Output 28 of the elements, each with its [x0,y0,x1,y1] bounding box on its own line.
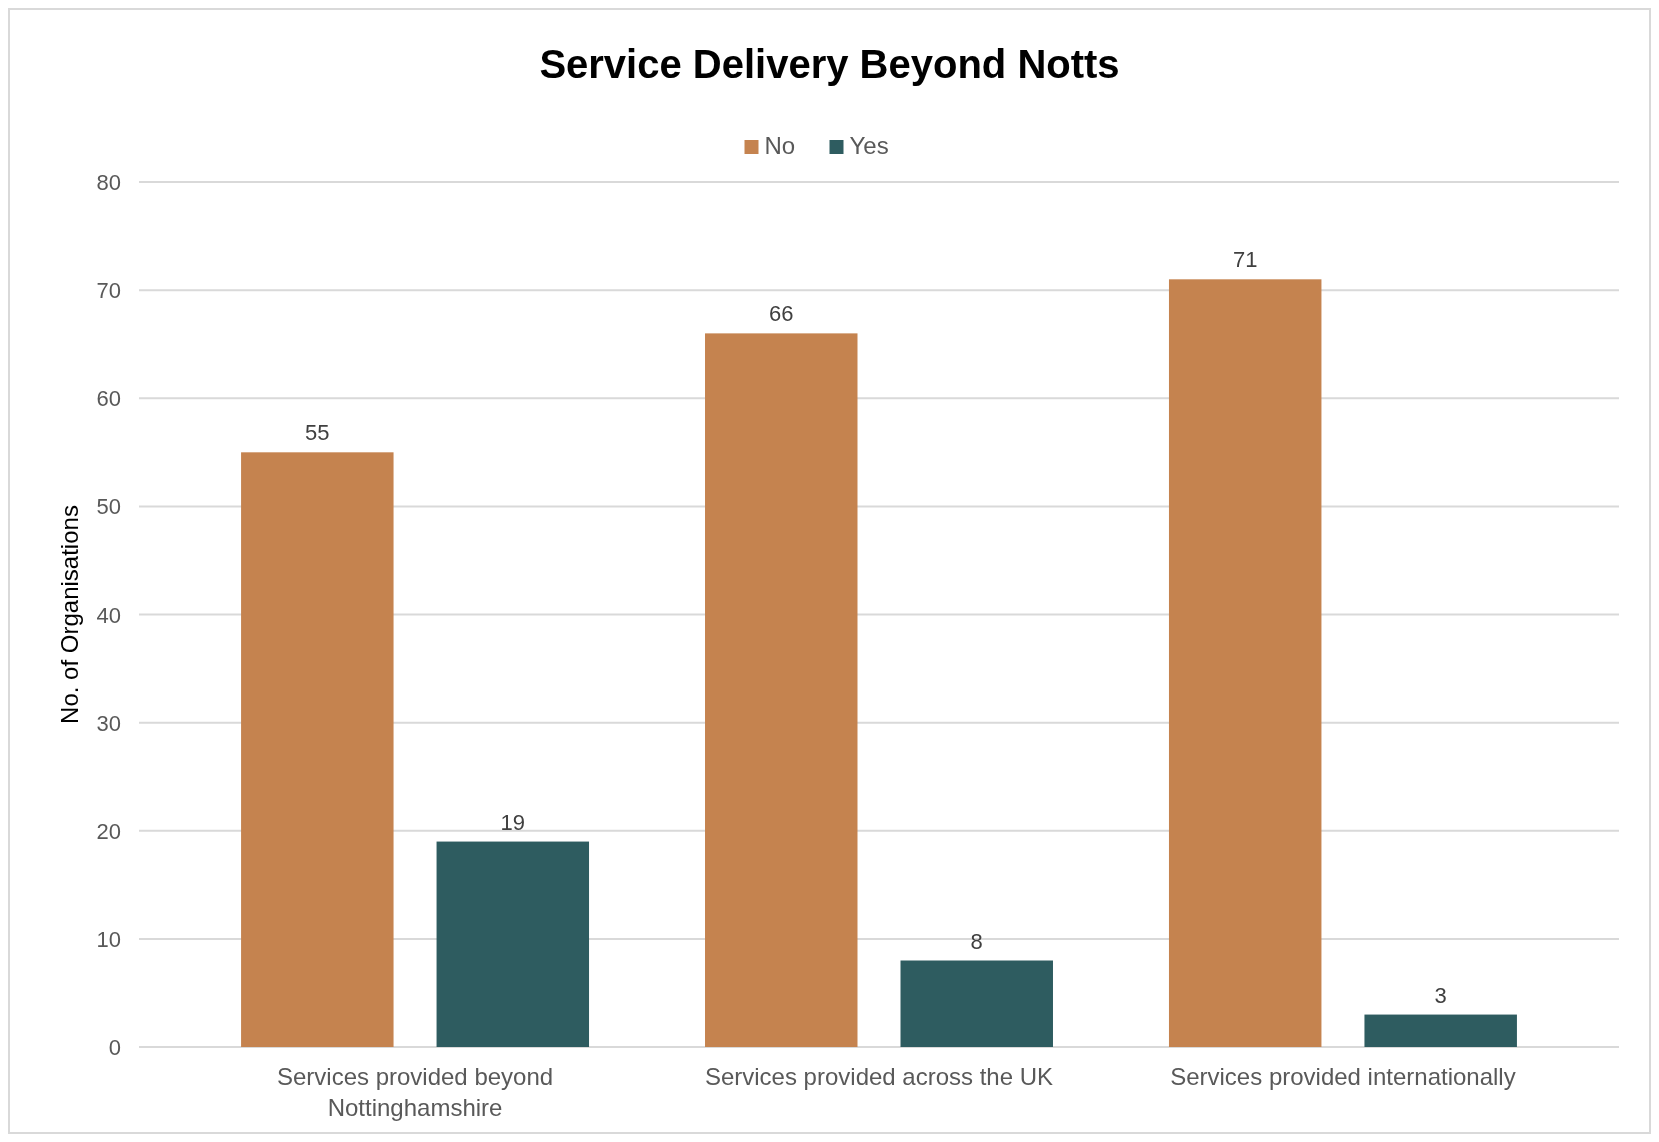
bar [705,333,858,1047]
y-tick-label: 60 [96,386,121,412]
y-tick-label: 20 [96,818,121,844]
data-label: 3 [1434,982,1447,1008]
bar [1364,1014,1517,1047]
y-tick-label: 30 [96,710,121,736]
x-tick-label: Services provided across the UK [704,1063,1054,1090]
y-tick-label: 0 [108,1035,121,1060]
y-tick-label: 50 [96,494,121,520]
data-label: 55 [305,420,330,446]
x-tick-label: Services provided beyond Nottinghamshire [276,1063,554,1121]
chart-title: Service Delivery Beyond Notts [539,42,1120,86]
data-label: 71 [1232,247,1258,273]
bar [900,960,1053,1047]
y-tick-label: 10 [96,926,121,952]
bar [1168,279,1322,1047]
bar [436,841,590,1047]
data-label: 66 [769,301,794,327]
bar [241,452,394,1047]
y-tick-label: 80 [96,170,121,195]
data-label: 8 [970,928,983,954]
legend-label: Yes [849,132,889,159]
y-axis-title: No. of Organisations [56,505,83,724]
data-label: 19 [500,809,526,835]
legend-label: No [764,132,796,159]
y-tick-label: 40 [96,602,121,628]
y-tick-label: 70 [96,278,121,304]
x-tick-label: Services provided internationally [1170,1063,1516,1090]
